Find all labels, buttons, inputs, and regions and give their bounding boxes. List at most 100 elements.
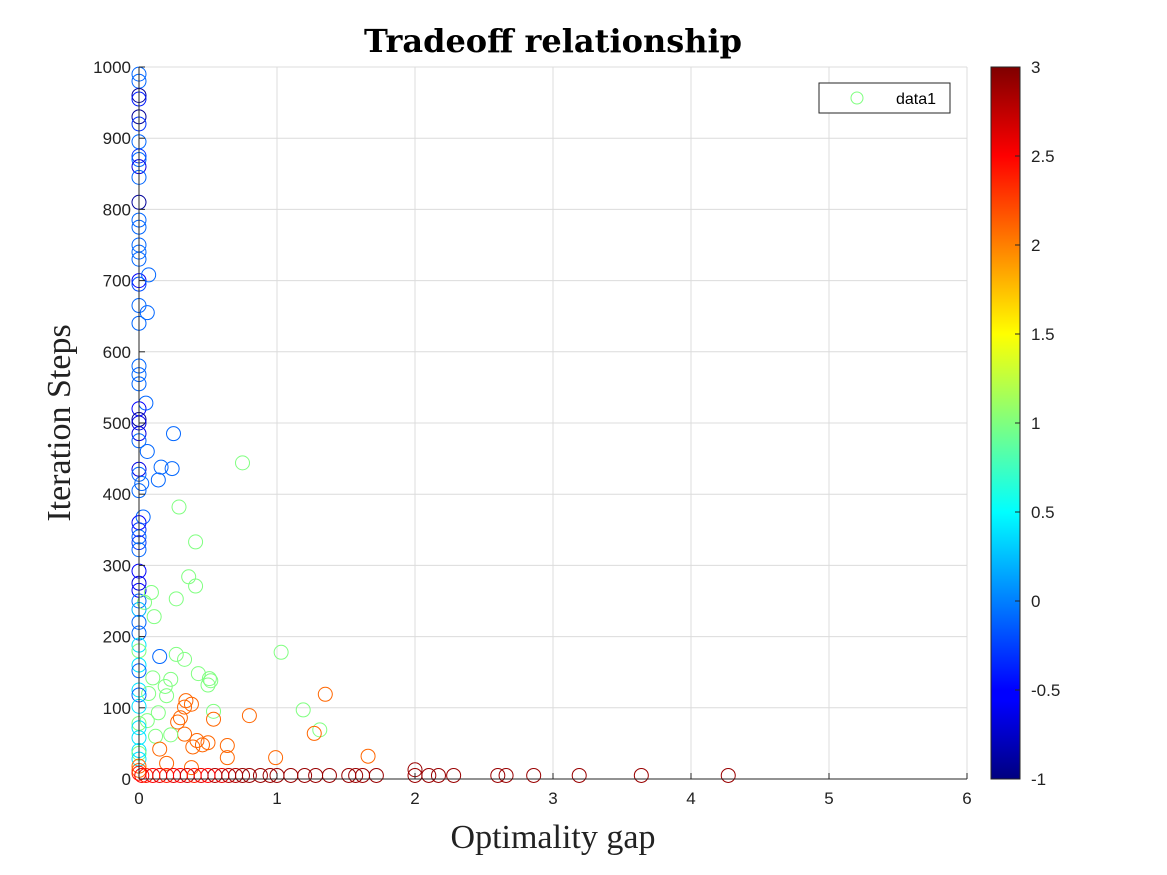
- scatter-point: [177, 699, 193, 715]
- scatter-point: [159, 688, 175, 704]
- y-axis-label: Iteration Steps: [41, 324, 78, 521]
- scatter-point: [201, 671, 217, 687]
- y-tick-label: 600: [103, 343, 131, 362]
- x-tick-label: 6: [962, 789, 971, 808]
- scatter-point: [446, 767, 462, 783]
- scatter-point: [134, 476, 150, 492]
- scatter-point: [145, 670, 161, 686]
- scatter-point: [252, 767, 268, 783]
- y-tick-label: 500: [103, 414, 131, 433]
- legend-marker-icon: [850, 91, 864, 105]
- scatter-point: [150, 705, 166, 721]
- x-axis-label: Optimality gap: [451, 819, 656, 856]
- scatter-point: [241, 767, 257, 783]
- y-ticks: 0 100 200 300 400 500 600 700 800 900 1000: [93, 58, 145, 789]
- scatter-point: [571, 767, 587, 783]
- scatter-point: [194, 737, 210, 753]
- scatter-point: [219, 738, 235, 754]
- scatter-point: [241, 708, 257, 724]
- colorbar-tick-label: 2.5: [1031, 147, 1055, 166]
- y-tick-label: 1000: [93, 58, 131, 77]
- colorbar-tick-label: -0.5: [1031, 681, 1060, 700]
- y-tick-label: 800: [103, 200, 131, 219]
- scatter-point: [317, 686, 333, 702]
- scatter-point: [143, 584, 159, 600]
- plot-area: 0 1 2 3 4 5 6 0 100 200 300 400 500 600 700 800 900 1000: [93, 58, 972, 808]
- colorbar-tick-label: -1: [1031, 770, 1046, 789]
- scatter-point: [157, 678, 173, 694]
- scatter-point: [178, 693, 194, 709]
- scatter-point: [190, 666, 206, 682]
- scatter-point: [421, 767, 437, 783]
- scatter-point: [306, 725, 322, 741]
- scatter-point: [203, 673, 219, 689]
- y-tick-label: 900: [103, 129, 131, 148]
- y-tick-label: 0: [122, 770, 131, 789]
- legend: data1: [818, 82, 951, 114]
- grid: [139, 66, 968, 779]
- y-tick-label: 400: [103, 485, 131, 504]
- scatter-point: [171, 499, 187, 515]
- scatter-point: [185, 739, 201, 755]
- legend-box: [818, 82, 951, 114]
- y-tick-label: 100: [103, 699, 131, 718]
- y-tick-label: 700: [103, 272, 131, 291]
- scatter-point: [490, 767, 506, 783]
- scatter-point: [430, 767, 446, 783]
- scatter-point: [321, 767, 337, 783]
- scatter-point: [200, 677, 216, 693]
- colorbar-tick-label: 2: [1031, 236, 1040, 255]
- x-tick-label: 3: [548, 789, 557, 808]
- x-ticks: 0 1 2 3 4 5 6: [134, 773, 972, 808]
- scatter-point: [152, 741, 168, 757]
- scatter-point: [172, 710, 188, 726]
- scatter-point: [219, 750, 235, 766]
- colorbar-tick-label: 1.5: [1031, 325, 1055, 344]
- scatter-point: [152, 649, 168, 665]
- scatter-point: [134, 767, 150, 783]
- legend-entry-data1: data1: [896, 91, 936, 108]
- y-tick-label: 300: [103, 556, 131, 575]
- chart-title: Tradeoff relationship: [364, 22, 742, 60]
- scatter-point: [141, 686, 157, 702]
- scatter-point: [164, 461, 180, 477]
- scatter-point: [633, 767, 649, 783]
- colorbar-tick-label: 3: [1031, 58, 1040, 77]
- scatter-point: [206, 711, 222, 727]
- colorbar: -1 -0.5 0 0.5 1 1.5 2 2.5 3: [990, 58, 1060, 789]
- scatter-point: [720, 767, 736, 783]
- scatter-point: [153, 459, 169, 475]
- y-tick-label: 200: [103, 628, 131, 647]
- scatter-point: [188, 534, 204, 550]
- x-tick-label: 1: [272, 789, 281, 808]
- scatter-point: [170, 714, 186, 730]
- x-tick-label: 0: [134, 789, 143, 808]
- x-tick-label: 2: [410, 789, 419, 808]
- scatter-point: [188, 578, 204, 594]
- scatter-point: [206, 703, 222, 719]
- colorbar-tick-label: 1: [1031, 414, 1040, 433]
- colorbar-tick-label: 0.5: [1031, 503, 1055, 522]
- scatter-point: [297, 767, 313, 783]
- scatter-point: [235, 767, 250, 783]
- scatter-point: [273, 644, 289, 660]
- scatter-point: [159, 755, 175, 771]
- colorbar-tick-label: 0: [1031, 592, 1040, 611]
- scatter-point: [312, 722, 328, 738]
- scatter-point: [368, 767, 384, 783]
- scatter-point: [183, 696, 199, 712]
- scatter-point: [139, 305, 155, 321]
- scatter-point: [163, 727, 179, 743]
- scatter-point: [183, 760, 199, 776]
- scatter-point: [177, 651, 193, 667]
- colorbar-ticks: -1 -0.5 0 0.5 1 1.5 2 2.5 3: [1015, 58, 1060, 789]
- scatter-point: [166, 426, 181, 442]
- scatter-point: [498, 767, 514, 783]
- scatter-point: [141, 267, 157, 283]
- scatter-point: [235, 455, 250, 471]
- scatter-point: [168, 591, 184, 607]
- scatter-point: [360, 748, 376, 764]
- scatter-point: [139, 443, 155, 459]
- scatter-point: [268, 750, 284, 766]
